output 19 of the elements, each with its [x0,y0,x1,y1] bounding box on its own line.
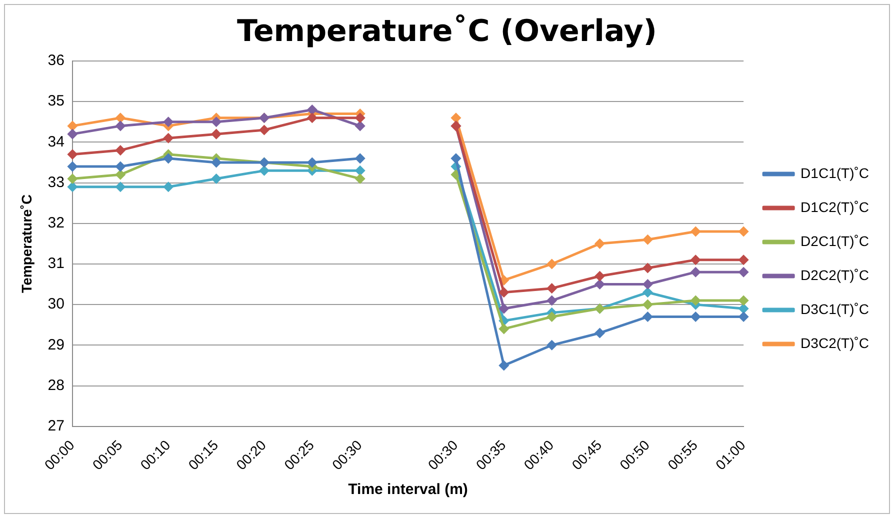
legend-label: D2C2(T)˚C [800,266,870,283]
legend-label: D2C1(T)˚C [800,232,870,249]
y-tick-label: 29 [48,336,64,354]
chart-title: Temperature˚C (Overlay) [236,14,658,49]
legend-label: D1C2(T)˚C [800,198,870,215]
x-axis-title: Time interval (m) [348,481,468,498]
legend-label: D3C2(T)˚C [800,334,870,351]
legend-label: D3C1(T)˚C [800,300,870,317]
y-tick-label: 30 [48,296,64,313]
y-tick-label: 31 [48,255,64,272]
y-tick-label: 36 [48,52,64,70]
y-tick-label: 27 [48,417,64,434]
y-tick-label: 35 [48,92,64,110]
y-tick-label: 33 [48,174,64,191]
y-tick-label: 34 [48,133,64,150]
legend-label: D1C1(T)˚C [800,164,870,181]
y-tick-label: 32 [48,214,64,232]
y-tick-label: 28 [48,376,64,394]
y-axis-title: Temperature˚C [18,194,34,293]
